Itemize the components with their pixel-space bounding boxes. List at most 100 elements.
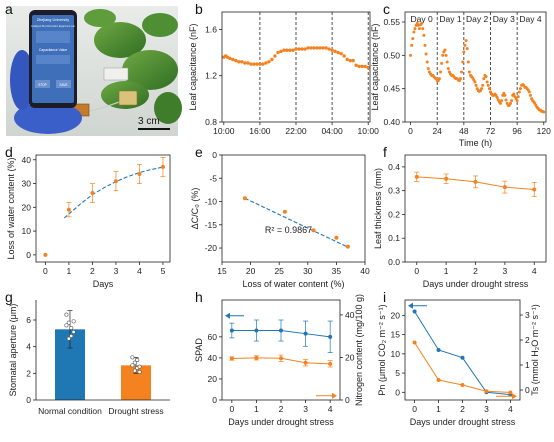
data-point	[465, 47, 469, 51]
y-axis-label: SPAD	[194, 338, 204, 362]
category-label: Drought stress	[108, 406, 163, 416]
x-axis-label: Days under drought stress	[423, 279, 529, 289]
replicate-dot	[71, 329, 76, 334]
fit-curve	[63, 166, 164, 219]
data-point	[417, 27, 421, 31]
replicate-dot	[135, 357, 140, 362]
replicate-dot	[66, 320, 71, 325]
data-point	[504, 98, 508, 102]
left-axis-arrowhead	[225, 312, 230, 319]
y-axis-label: Leaf capacitance (nF)	[188, 23, 198, 110]
y2-axis-label: Ts (mmol H₂O m⁻² s⁻¹)	[530, 304, 540, 395]
data-point	[351, 58, 355, 63]
data-point	[288, 48, 292, 52]
x-tick-label: 0	[229, 404, 234, 414]
data-point	[542, 110, 546, 114]
data-point	[264, 61, 268, 65]
data-point	[422, 33, 426, 37]
y-tick-label: 20	[391, 310, 401, 320]
data-point	[243, 61, 247, 65]
data-point	[315, 46, 319, 50]
data-point	[246, 61, 250, 65]
y-tick-label: 10	[391, 349, 401, 359]
plot-frame-f	[404, 154, 547, 263]
gloved-hand	[10, 50, 34, 110]
y-tick-label: 0	[212, 150, 217, 160]
replicate-dot	[132, 360, 137, 365]
data-point	[279, 49, 283, 54]
data-point	[441, 53, 445, 57]
y-axis-label: Stomatal aperture (μm)	[8, 304, 18, 397]
data-point	[345, 57, 349, 62]
panel-letter-a: a	[5, 1, 13, 17]
data-point	[516, 95, 520, 99]
leaf-shape	[94, 22, 146, 58]
data-point	[473, 179, 478, 184]
data-point	[276, 50, 280, 55]
day-label: Day 2	[466, 14, 488, 24]
data-point	[510, 99, 514, 103]
x-tick-label: 120	[537, 126, 551, 136]
data-point	[328, 361, 333, 366]
data-point	[249, 62, 253, 66]
data-point	[500, 99, 504, 103]
data-point	[252, 62, 256, 66]
data-point	[234, 58, 238, 63]
data-point	[137, 172, 142, 177]
data-point	[285, 48, 289, 52]
data-point	[528, 93, 532, 97]
data-point	[348, 58, 352, 63]
data-point	[279, 328, 283, 333]
data-point	[412, 340, 417, 345]
phone-save-label: SAVE	[59, 83, 67, 87]
data-point	[412, 309, 417, 314]
y2-tick-label: 0	[345, 395, 350, 405]
y-tick-label: 0	[395, 387, 400, 397]
x-tick-label: 3	[114, 266, 119, 276]
data-point	[254, 328, 259, 333]
y-tick-label: -5	[209, 173, 217, 183]
data-point	[303, 360, 308, 365]
data-point	[328, 334, 333, 339]
x-tick-label: 1	[254, 404, 259, 414]
data-point	[318, 46, 322, 50]
gloved-hand	[14, 102, 82, 134]
replicate-dot	[137, 364, 142, 369]
y2-tick-label: 2	[525, 335, 530, 345]
x-tick-label: 3	[303, 404, 308, 414]
data-point	[160, 164, 165, 169]
panel-letter-f: f	[383, 144, 387, 160]
data-point	[242, 196, 247, 201]
data-point	[412, 30, 416, 34]
y-tick-label: 40	[208, 353, 218, 363]
replicate-dot	[64, 312, 69, 317]
replicate-dot	[132, 368, 137, 373]
data-point	[515, 99, 519, 103]
x-tick-label: 1	[436, 404, 441, 414]
data-point	[342, 54, 346, 58]
chart-g: Normal condition Drought stress 0 2 4 6 Stomat…	[8, 300, 170, 416]
panel-letter-e: e	[195, 144, 203, 160]
phone-save-button	[56, 80, 71, 88]
y2-tick-label: 0	[525, 385, 530, 395]
data-point	[312, 46, 316, 50]
data-point	[309, 46, 313, 50]
replicate-dot	[66, 336, 71, 341]
leaf-shape	[154, 92, 182, 124]
y-tick-label: 0.2	[388, 209, 400, 219]
data-point	[487, 87, 491, 91]
y-tick-label: 0.0	[388, 257, 400, 267]
data-point	[254, 355, 259, 360]
y-tick-label: 0	[26, 395, 31, 405]
data-point	[306, 46, 310, 50]
data-point	[420, 21, 424, 25]
r-squared-annotation: R² = 0.9867	[265, 225, 312, 235]
data-point	[485, 80, 489, 84]
x-axis-label: Time (h)	[459, 138, 492, 148]
data-point	[321, 46, 325, 50]
data-point	[330, 48, 334, 52]
data-point	[461, 60, 465, 64]
x-tick-label: 0	[412, 404, 417, 414]
data-point	[255, 62, 259, 66]
